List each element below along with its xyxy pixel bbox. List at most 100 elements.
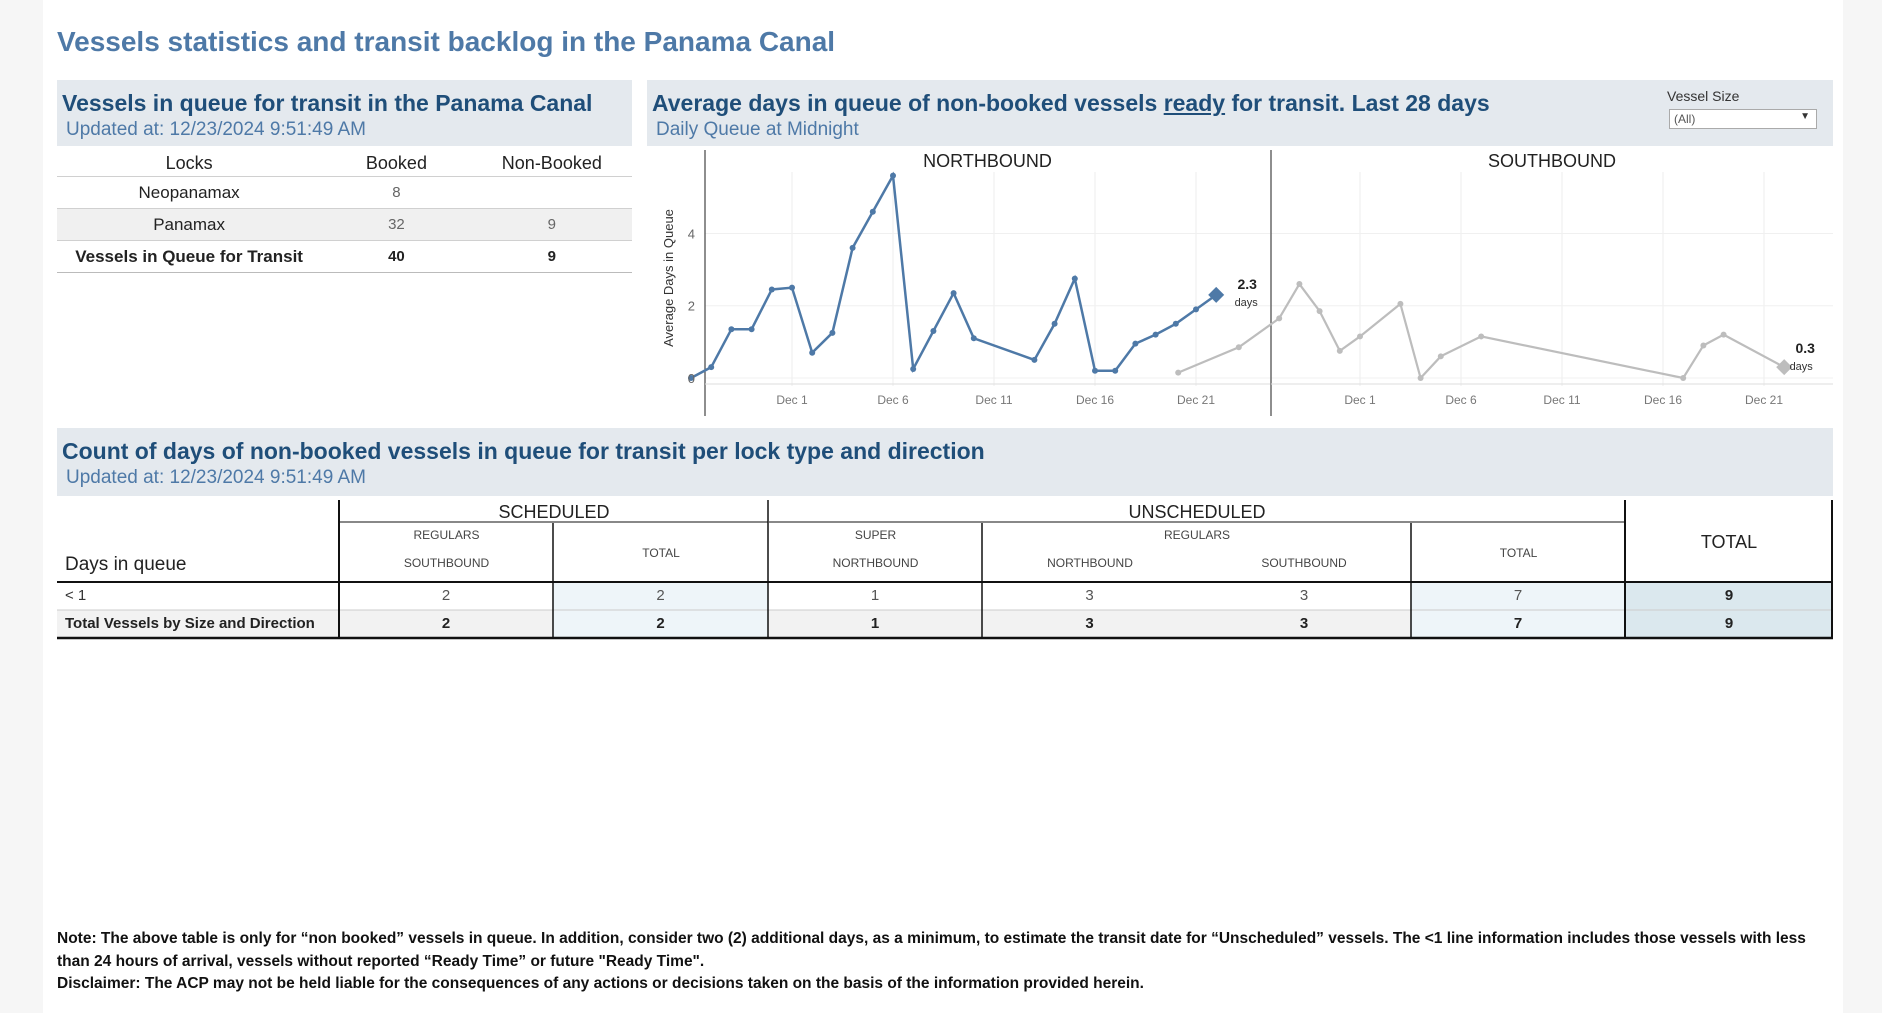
days-in-queue-header: Days in queue <box>65 554 187 575</box>
x-tick-label: Dec 1 <box>776 393 808 407</box>
table-row: Panamax 32 9 <box>57 208 632 241</box>
data-point <box>1417 375 1424 381</box>
count-cell: 3 <box>1299 587 1309 604</box>
count-title: Count of days of non-booked vessels in q… <box>62 438 985 464</box>
data-point <box>1276 315 1283 322</box>
x-tick-label: Dec 11 <box>975 393 1012 407</box>
data-point <box>1092 367 1098 374</box>
non-booked-value <box>471 176 632 209</box>
booked-value: 40 <box>321 240 472 273</box>
data-point <box>1172 320 1179 327</box>
data-point <box>1680 375 1687 381</box>
lock-name: Vessels in Queue for Transit <box>57 240 322 273</box>
page-title: Vessels statistics and transit backlog i… <box>57 26 836 57</box>
queue-header: Vessels in queue for transit in the Pana… <box>57 80 632 146</box>
northbound-label: NORTHBOUND <box>1047 556 1133 570</box>
regulars-label: REGULARS <box>413 528 480 542</box>
lock-name: Panamax <box>57 208 322 241</box>
queue-table: Locks Booked Non-Booked Neopanamax 8 Pan… <box>57 150 632 273</box>
last-point-marker <box>1208 286 1225 303</box>
queue-updated: Updated at: 12/23/2024 9:51:49 AM <box>66 119 367 140</box>
data-point <box>1296 281 1303 288</box>
vessel-size-label: Vessel Size <box>1667 88 1740 104</box>
count-updated: Updated at: 12/23/2024 9:51:49 AM <box>66 467 367 488</box>
data-point <box>1478 333 1485 340</box>
y-tick-label: 4 <box>688 226 695 241</box>
data-point <box>1397 300 1404 307</box>
chart-subtitle: Daily Queue at Midnight <box>656 119 859 140</box>
disclaimer-text: Disclaimer: The ACP may not be held liab… <box>57 975 1144 992</box>
data-point <box>789 284 795 291</box>
count-cell: 2 <box>656 615 665 632</box>
data-point <box>1132 340 1139 347</box>
chart-title: Average days in queue of non-booked vess… <box>652 90 1490 117</box>
y-tick-label: 0 <box>688 371 695 386</box>
southbound-label: SOUTHBOUND <box>403 556 490 570</box>
vessel-size-dropdown[interactable]: (All) ▼ <box>1669 109 1817 129</box>
count-cell: 3 <box>1299 615 1309 632</box>
chart-header: Average days in queue of non-booked vess… <box>647 80 1833 146</box>
chart-title-ready: ready <box>1163 90 1226 116</box>
queue-line-charts: NORTHBOUND Dec 1 Dec 6 Dec 11 Dec 16 Dec 21 2.… <box>661 150 1833 416</box>
data-point <box>970 335 977 342</box>
total-header: TOTAL <box>1700 532 1758 552</box>
data-point <box>1031 356 1038 363</box>
col-non-booked: Non-Booked <box>501 152 602 173</box>
count-table: SCHEDULED UNSCHEDULED TOTAL REGULARS SOU… <box>57 498 1833 643</box>
count-cell: 7 <box>1513 587 1523 604</box>
data-point <box>1051 320 1058 327</box>
row-label: < 1 <box>65 587 87 604</box>
count-cell: 9 <box>1724 587 1734 604</box>
count-header: Count of days of non-booked vessels in q… <box>57 428 1833 496</box>
super-label: SUPER <box>854 528 897 542</box>
data-point <box>1152 331 1159 338</box>
x-tick-label: Dec 21 <box>1745 393 1783 407</box>
table-row: Neopanamax 8 <box>57 176 632 209</box>
data-point <box>1193 306 1199 313</box>
chart-title-text: Average days in queue of non-booked vess… <box>652 90 1164 116</box>
data-point <box>930 328 937 335</box>
data-point <box>748 326 755 333</box>
data-point <box>1112 367 1119 374</box>
southbound-label: SOUTHBOUND <box>1261 556 1347 570</box>
regulars-label: REGULARS <box>1163 528 1231 542</box>
x-tick-label: Dec 21 <box>1177 393 1215 407</box>
series-line <box>1177 282 1785 381</box>
unscheduled-header: UNSCHEDULED <box>1128 502 1266 522</box>
data-point <box>829 329 836 336</box>
y-axis-title: Average Days in Queue <box>661 209 676 347</box>
data-point <box>1437 353 1444 360</box>
count-cell: 1 <box>870 615 880 632</box>
series-line <box>690 171 1217 380</box>
data-point <box>1357 333 1363 340</box>
panel-title: SOUTHBOUND <box>1488 151 1616 171</box>
data-point <box>849 244 856 251</box>
count-cell: 2 <box>656 587 665 604</box>
queue-title: Vessels in queue for transit in the Pana… <box>62 90 593 116</box>
count-table-grid <box>57 500 1833 640</box>
scheduled-header: SCHEDULED <box>498 502 610 522</box>
data-point <box>869 208 876 215</box>
table-total-row: Vessels in Queue for Transit 40 9 <box>57 240 632 273</box>
vessel-size-value: (All) <box>1674 112 1696 126</box>
last-value-unit: days <box>1790 361 1814 373</box>
data-point <box>728 326 735 333</box>
booked-value: 8 <box>321 176 472 209</box>
x-tick-label: Dec 11 <box>1543 393 1580 407</box>
data-point <box>688 375 694 381</box>
count-cell: 1 <box>870 587 880 604</box>
data-point <box>1336 347 1343 354</box>
note-text: Note: The above table is only for “non b… <box>57 930 1806 970</box>
data-point <box>1235 344 1242 351</box>
lock-name: Neopanamax <box>57 176 322 209</box>
col-booked: Booked <box>365 152 427 173</box>
count-cell: 2 <box>441 615 451 632</box>
data-point <box>1071 275 1078 282</box>
data-point <box>910 365 917 372</box>
scheduled-total-label: TOTAL <box>642 546 680 560</box>
data-point <box>890 172 896 179</box>
count-cell: 7 <box>1513 615 1523 632</box>
non-booked-value: 9 <box>471 208 632 241</box>
non-booked-value: 9 <box>471 240 632 273</box>
booked-value: 32 <box>321 208 472 241</box>
